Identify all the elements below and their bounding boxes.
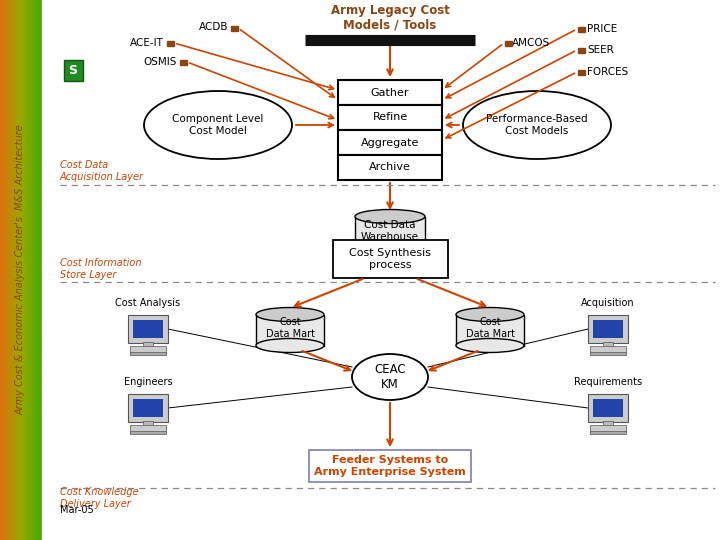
Bar: [355, 217, 425, 249]
Text: Cost Information
Store Layer: Cost Information Store Layer: [60, 258, 142, 280]
Text: Cost Knowledge
Delivery Layer: Cost Knowledge Delivery Layer: [60, 487, 139, 509]
Text: Cost
Data Mart: Cost Data Mart: [466, 317, 515, 339]
Ellipse shape: [355, 242, 425, 256]
Bar: [577, 70, 585, 75]
Bar: [603, 342, 613, 348]
Ellipse shape: [352, 354, 428, 400]
Text: Acquisition: Acquisition: [581, 298, 635, 308]
Text: Aggregate: Aggregate: [361, 138, 419, 147]
Text: Requirements: Requirements: [574, 377, 642, 387]
Bar: [577, 27, 585, 31]
Bar: [593, 399, 623, 417]
Bar: [130, 431, 166, 434]
Text: Mar-05: Mar-05: [60, 505, 94, 515]
Text: Cost Analysis: Cost Analysis: [115, 298, 181, 308]
Text: Gather: Gather: [371, 87, 409, 98]
Bar: [338, 130, 442, 155]
Text: Army Cost & Economic Analysis Center's  M&S Architecture: Army Cost & Economic Analysis Center's M…: [16, 125, 26, 415]
Text: Archive: Archive: [369, 163, 411, 172]
Bar: [309, 450, 471, 482]
Text: Refine: Refine: [372, 112, 408, 123]
Bar: [338, 155, 442, 180]
Bar: [588, 394, 628, 422]
Bar: [590, 431, 626, 434]
Bar: [143, 342, 153, 348]
FancyBboxPatch shape: [63, 59, 83, 80]
Text: ACDB: ACDB: [199, 22, 228, 32]
Bar: [588, 315, 628, 343]
Bar: [128, 315, 168, 343]
Ellipse shape: [355, 210, 425, 224]
Text: S: S: [68, 64, 78, 77]
Text: CEAC
KM: CEAC KM: [374, 363, 406, 391]
Bar: [166, 41, 174, 45]
Text: Army Legacy Cost
Models / Tools: Army Legacy Cost Models / Tools: [330, 4, 449, 32]
Ellipse shape: [456, 307, 524, 321]
Bar: [256, 314, 324, 346]
Ellipse shape: [456, 339, 524, 353]
Text: Engineers: Engineers: [124, 377, 172, 387]
Ellipse shape: [256, 339, 324, 353]
Text: Cost Data
Acquisition Layer: Cost Data Acquisition Layer: [60, 160, 144, 182]
Bar: [128, 394, 168, 422]
Bar: [179, 60, 186, 64]
Ellipse shape: [463, 91, 611, 159]
Ellipse shape: [256, 307, 324, 321]
Text: Cost Data
Warehouse: Cost Data Warehouse: [361, 220, 419, 242]
Text: AMCOS: AMCOS: [512, 38, 550, 48]
Text: Performance-Based
Cost Models: Performance-Based Cost Models: [486, 114, 588, 136]
Bar: [338, 105, 442, 130]
Text: Component Level
Cost Model: Component Level Cost Model: [172, 114, 264, 136]
Bar: [505, 41, 511, 45]
Ellipse shape: [144, 91, 292, 159]
Bar: [590, 346, 626, 353]
Bar: [590, 352, 626, 355]
Bar: [338, 80, 442, 105]
Text: PRICE: PRICE: [587, 24, 617, 34]
Bar: [133, 320, 163, 338]
Bar: [590, 425, 626, 432]
Text: SEER: SEER: [587, 45, 613, 55]
Bar: [456, 314, 524, 346]
Text: Cost
Data Mart: Cost Data Mart: [266, 317, 315, 339]
Text: ACE-IT: ACE-IT: [130, 38, 164, 48]
Text: OSMIS: OSMIS: [143, 57, 177, 67]
Bar: [130, 352, 166, 355]
Bar: [130, 425, 166, 432]
Bar: [593, 320, 623, 338]
Bar: [333, 240, 448, 278]
Bar: [130, 346, 166, 353]
Bar: [143, 421, 153, 427]
Bar: [230, 26, 238, 30]
Bar: [133, 399, 163, 417]
Text: Cost Synthesis
process: Cost Synthesis process: [349, 248, 431, 270]
Text: FORCES: FORCES: [587, 67, 629, 77]
Bar: [577, 48, 585, 52]
Text: Feeder Systems to
Army Enterprise System: Feeder Systems to Army Enterprise System: [314, 455, 466, 477]
Bar: [603, 421, 613, 427]
